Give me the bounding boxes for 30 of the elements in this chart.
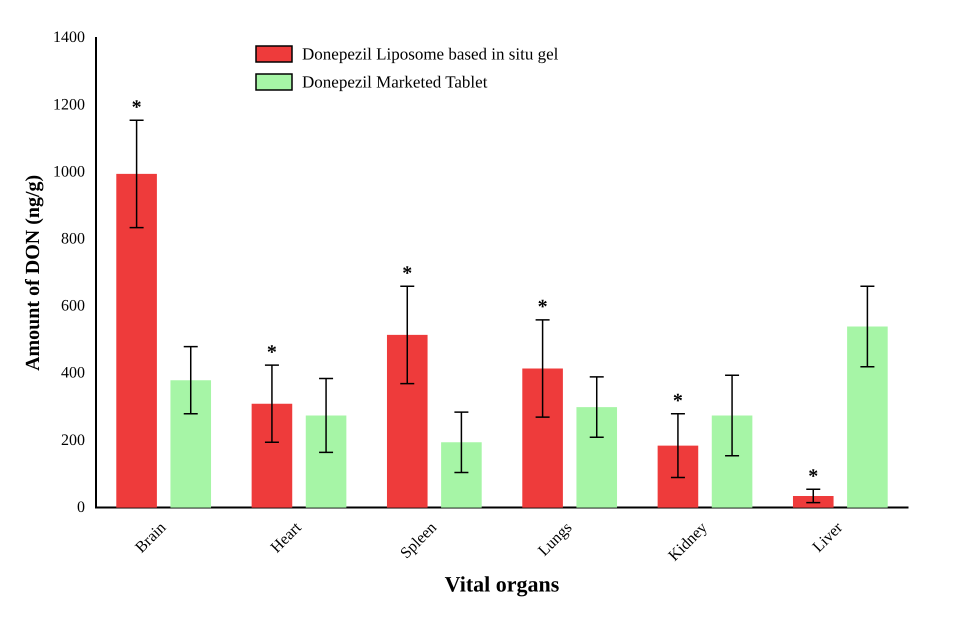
bar bbox=[170, 380, 212, 508]
bar bbox=[658, 446, 698, 508]
y-tick-label: 1200 bbox=[53, 96, 85, 114]
bar bbox=[522, 368, 563, 508]
y-tick-label: 800 bbox=[61, 230, 85, 248]
bar bbox=[712, 415, 752, 508]
bar bbox=[441, 442, 482, 508]
annotation: * bbox=[672, 390, 683, 412]
annotation: * bbox=[132, 96, 142, 118]
y-tick-label: 200 bbox=[61, 432, 85, 449]
legend-label: Donepezil Liposome based in situ gel bbox=[302, 44, 559, 64]
annotation: * bbox=[538, 296, 548, 318]
annotation: * bbox=[266, 341, 277, 364]
bar bbox=[792, 496, 834, 508]
y-tick-label: 0 bbox=[77, 498, 85, 516]
bar bbox=[576, 407, 618, 508]
bar bbox=[847, 326, 888, 508]
legend-label: Donepezil Marketed Tablet bbox=[302, 72, 488, 92]
y-tick-label: 600 bbox=[61, 298, 85, 315]
y-tick-label: 400 bbox=[61, 364, 85, 382]
bar bbox=[252, 404, 292, 508]
x-axis-title: Vital organs bbox=[444, 571, 560, 596]
annotation: * bbox=[402, 262, 412, 284]
bar bbox=[386, 334, 428, 508]
annotation: * bbox=[808, 465, 818, 488]
bar bbox=[306, 415, 346, 508]
y-tick-label: 1000 bbox=[53, 163, 85, 180]
bar bbox=[116, 174, 157, 508]
y-tick-label: 1400 bbox=[53, 29, 85, 46]
y-axis-title: Amount of DON (ng/g) bbox=[22, 174, 44, 371]
